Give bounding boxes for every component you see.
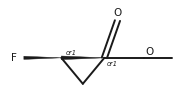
Text: F: F [11,53,17,63]
Polygon shape [61,56,104,60]
Text: O: O [113,8,122,18]
Text: or1: or1 [66,50,77,56]
Text: or1: or1 [107,61,118,67]
Text: O: O [146,47,154,57]
Polygon shape [24,56,61,59]
